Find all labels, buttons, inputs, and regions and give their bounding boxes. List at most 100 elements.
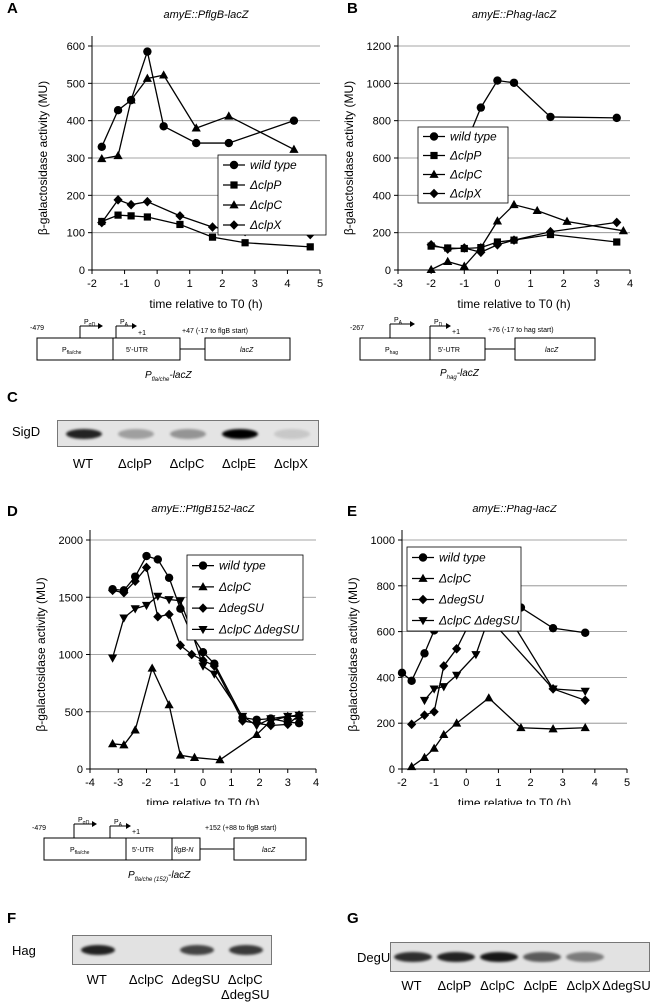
data-point <box>283 719 293 730</box>
legend-marker <box>198 582 208 591</box>
data-point <box>126 95 136 104</box>
diagram-d-note: +152 (+88 to flgB start) <box>205 825 277 832</box>
y-tick-label: 2000 <box>59 535 83 547</box>
x-tick-label: 0 <box>154 278 160 290</box>
data-point <box>159 70 169 79</box>
data-point <box>164 700 174 709</box>
data-point <box>294 719 304 728</box>
svg-text:Phag: Phag <box>385 347 398 356</box>
data-point <box>215 755 225 764</box>
blot-band <box>118 428 154 439</box>
y-axis-label: β-galactosidase activity (MU) <box>34 577 48 731</box>
svg-text:Pfla/che-lacZ: Pfla/che-lacZ <box>145 370 192 383</box>
legend-marker <box>429 169 439 178</box>
legend-marker <box>429 132 439 141</box>
data-point <box>509 78 519 87</box>
panel-label-d: D <box>7 503 18 520</box>
legend: wild type ΔclpC ΔdegSU ΔclpC ΔdegSU <box>406 546 522 632</box>
blot-g-protein: DegU <box>357 950 391 965</box>
data-point <box>224 138 233 148</box>
series-2 <box>426 199 628 274</box>
blot-band <box>80 945 115 955</box>
diagram-d-p1sub: σD <box>83 820 90 826</box>
x-tick-label: -2 <box>87 278 97 290</box>
y-tick-label: 0 <box>77 764 83 776</box>
x-tick-label: 3 <box>252 278 258 290</box>
diagram-b-capsub: hag <box>447 375 458 381</box>
data-point <box>546 112 555 122</box>
diagram-b-box1sub: hag <box>390 350 399 356</box>
svg-text:PσD: PσD <box>78 817 90 826</box>
data-point <box>192 138 201 148</box>
data-point <box>209 661 219 671</box>
blot-band <box>436 952 475 962</box>
legend-label: ΔclpC ΔdegSU <box>438 614 519 628</box>
y-tick-label: 600 <box>377 627 395 639</box>
data-point <box>618 226 628 235</box>
data-point <box>532 205 542 215</box>
blot-lane-label: ΔclpP <box>437 978 472 993</box>
data-point <box>459 261 469 270</box>
blot-band <box>522 952 561 962</box>
y-tick-label: 0 <box>385 265 391 277</box>
data-point <box>580 695 590 706</box>
data-point <box>141 601 152 611</box>
blot-band <box>222 428 258 439</box>
data-point <box>419 696 430 706</box>
series-3 <box>426 217 622 258</box>
blot-lane-label: ΔclpC <box>128 972 164 987</box>
data-point <box>516 722 526 732</box>
y-tick-label: 200 <box>67 190 85 202</box>
diagram-b-box2: 5'-UTR <box>438 347 460 354</box>
data-point <box>147 663 157 672</box>
panel-label-e: E <box>347 503 358 520</box>
data-point <box>407 761 417 771</box>
data-point <box>130 725 140 734</box>
x-tick-label: 4 <box>592 777 598 789</box>
data-point <box>207 222 218 232</box>
svg-text:Phag-lacZ: Phag-lacZ <box>440 368 480 381</box>
legend: wild type ΔclpP ΔclpC ΔclpX <box>417 126 509 204</box>
legend-marker <box>229 160 239 170</box>
data-point <box>476 242 486 251</box>
x-tick-label: 3 <box>594 278 600 290</box>
legend-label: ΔclpC <box>218 580 251 594</box>
diagram-d-p2sub: A <box>119 822 123 828</box>
data-point <box>153 555 162 564</box>
blot-lane-label: ΔdegSU <box>602 978 651 993</box>
legend-label: ΔdegSU <box>218 601 264 615</box>
data-point <box>476 103 486 112</box>
data-point <box>509 199 519 209</box>
chart-title: amyE::Phag-lacZ <box>472 9 558 21</box>
blot-band <box>609 952 647 962</box>
legend-label: ΔclpP <box>249 178 281 192</box>
diagram-b-capend: -lacZ <box>457 368 480 379</box>
legend-label: wild type <box>250 158 297 172</box>
data-point <box>580 722 590 732</box>
diagram-b-plus1: +1 <box>452 329 460 336</box>
series-3 <box>419 614 590 706</box>
diagram-b-minus: -267 <box>350 325 364 332</box>
data-point <box>119 740 129 749</box>
legend-marker <box>418 617 428 626</box>
x-axis-label: time relative to T0 (h) <box>146 796 259 805</box>
blot-band <box>479 952 518 962</box>
data-point <box>613 238 621 246</box>
y-tick-label: 600 <box>67 41 85 53</box>
diagram-a-p2: P <box>120 319 125 326</box>
blot-lane-label: ΔclpC ΔdegSU <box>221 972 270 1002</box>
data-point <box>548 685 558 694</box>
legend-label: wild type <box>219 559 266 573</box>
x-tick-label: -1 <box>120 278 130 290</box>
data-point <box>407 676 416 686</box>
data-point <box>252 729 262 739</box>
y-tick-label: 500 <box>65 707 83 719</box>
x-tick-label: 1 <box>228 777 234 789</box>
data-point <box>175 750 185 759</box>
svg-text:PA: PA <box>120 319 129 328</box>
series-2 <box>97 70 299 163</box>
data-point <box>175 597 185 606</box>
data-point <box>164 609 174 620</box>
x-axis-label: time relative to T0 (h) <box>458 796 571 805</box>
